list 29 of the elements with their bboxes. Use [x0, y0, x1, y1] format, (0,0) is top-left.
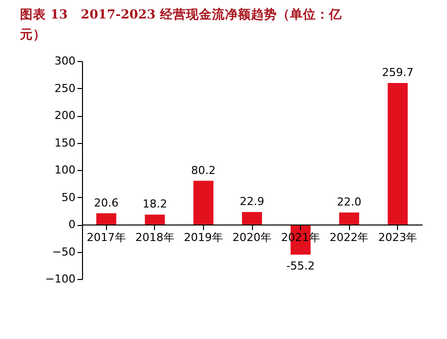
y-tick-label: 300: [54, 54, 76, 68]
data-label: 259.7: [382, 66, 414, 79]
y-tick-label: −50: [52, 245, 76, 258]
y-tick-label: 250: [54, 82, 76, 95]
x-tick-label: 2017年: [86, 231, 126, 244]
bar: [144, 214, 165, 224]
bar: [96, 213, 116, 224]
data-label: 20.6: [94, 196, 119, 210]
y-tick-label: 0: [68, 218, 76, 231]
x-tick-label: 2018年: [135, 231, 174, 244]
y-tick-label: 50: [62, 190, 76, 204]
data-label: 22.9: [240, 195, 264, 208]
data-label: -55.2: [286, 260, 315, 273]
y-tick-label: 150: [54, 136, 76, 150]
bar: [242, 212, 262, 224]
bar: [339, 212, 360, 224]
y-tick-label: −100: [45, 272, 76, 286]
data-label: 22.0: [336, 196, 362, 209]
y-tick-label: 200: [54, 109, 76, 122]
bar: [388, 82, 408, 224]
data-label: 18.2: [142, 198, 168, 211]
chart-title: 图表 13 2017-2023 经营现金流净额趋势（单位：亿元）: [19, 6, 343, 42]
x-tick-label: 2019年: [184, 231, 223, 244]
data-label: 80.2: [191, 164, 216, 177]
x-tick-label: 2022年: [330, 231, 369, 244]
y-tick-label: 100: [54, 164, 76, 176]
bar: [193, 180, 214, 224]
x-tick-label: 2023年: [378, 231, 418, 244]
x-tick-label: 2020年: [232, 231, 272, 244]
